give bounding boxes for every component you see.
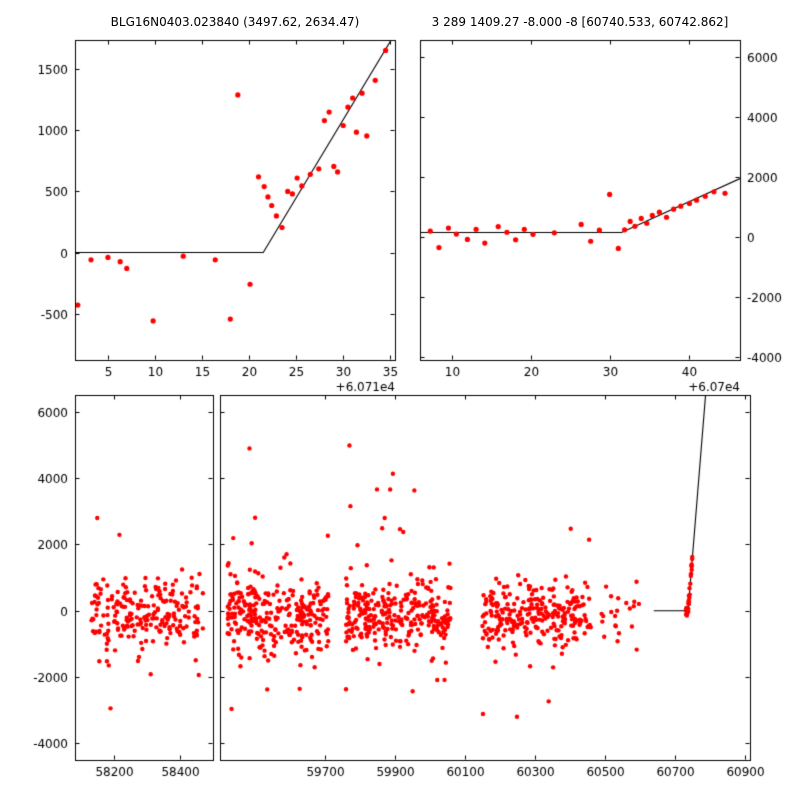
plot-title-left: BLG16N0403.023840 (3497.62, 2634.47) <box>110 15 360 29</box>
plot-title-right: 3 289 1409.27 -8.000 -8 [60740.533, 6074… <box>431 15 729 29</box>
